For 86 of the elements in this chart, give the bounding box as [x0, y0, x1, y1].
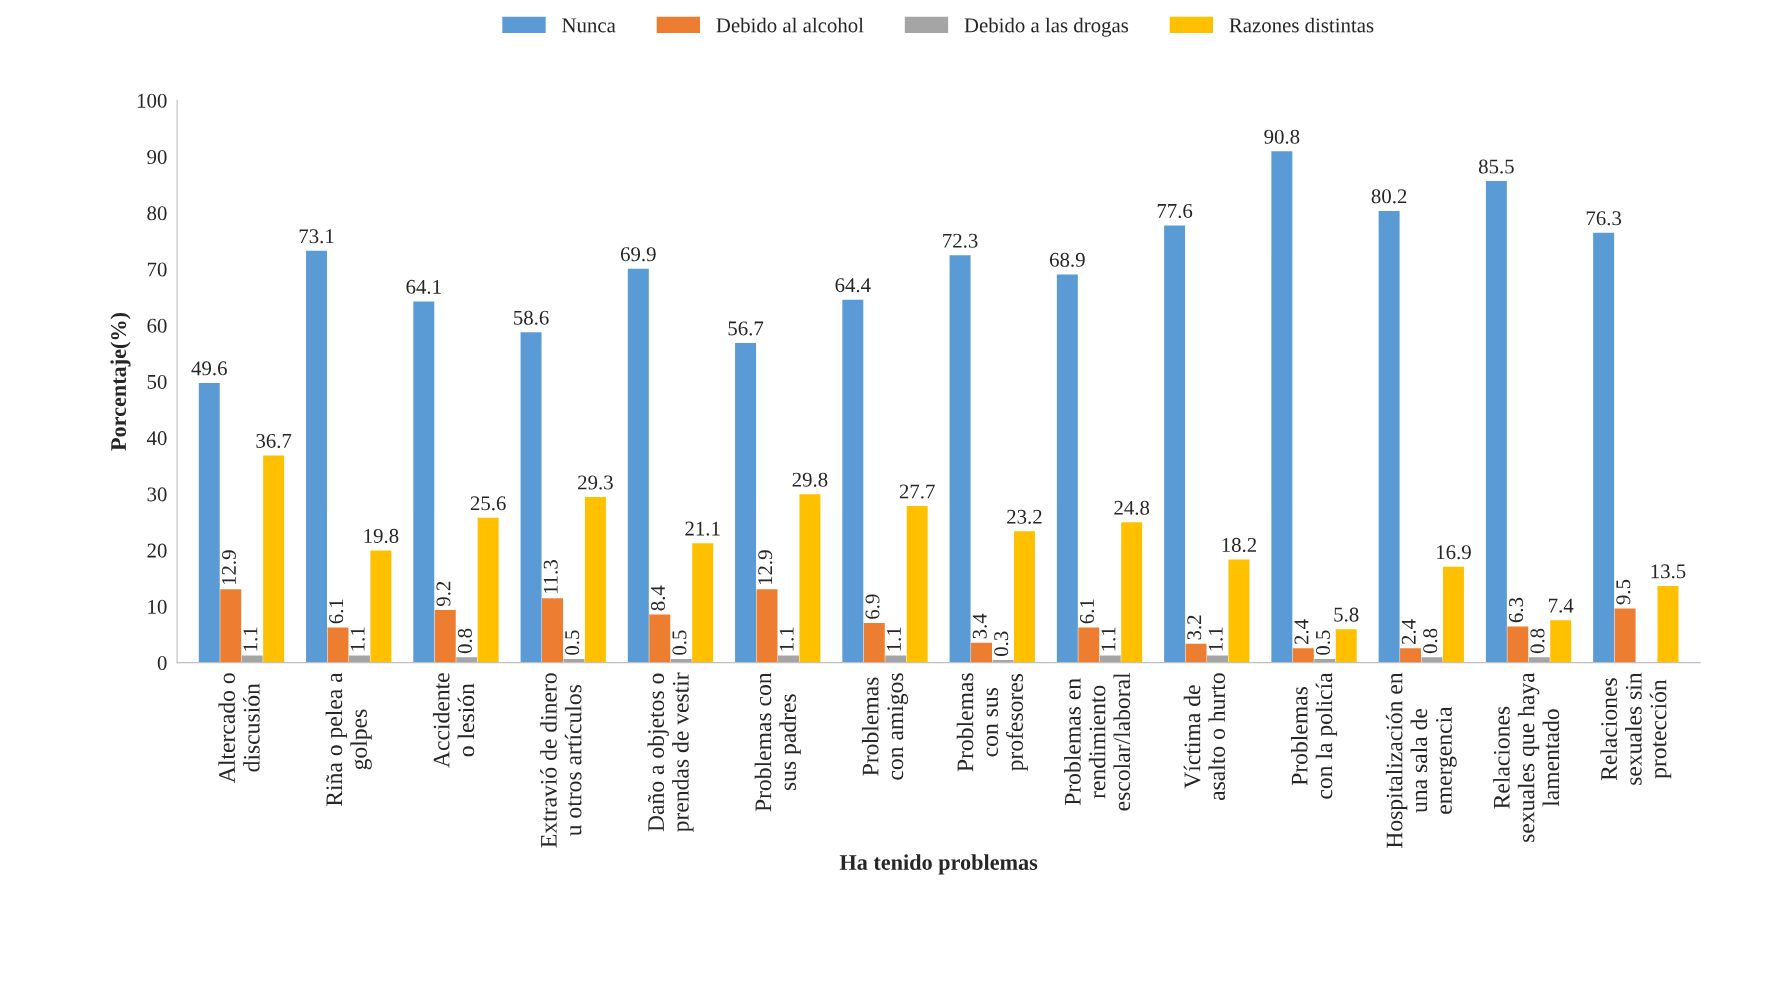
data-label: 3.4 [972, 613, 987, 639]
data-label: 68.9 [1050, 252, 1085, 267]
data-label: 12.9 [758, 550, 773, 585]
data-label: 3.2 [1187, 615, 1202, 640]
data-label: 64.4 [835, 278, 871, 293]
data-label: 24.8 [1114, 500, 1150, 515]
data-label: 23.2 [1007, 509, 1042, 524]
data-label: 56.7 [728, 321, 764, 336]
data-label: 6.9 [865, 594, 880, 619]
y-tick-label: 70 [147, 262, 167, 277]
data-label: 19.8 [364, 528, 399, 544]
data-label: 0.8 [1423, 628, 1438, 654]
y-tick-label: 60 [147, 318, 167, 333]
data-label: 76.3 [1586, 211, 1622, 226]
data-label: 80.2 [1371, 189, 1407, 204]
data-label: 0.5 [1315, 630, 1331, 655]
data-label: 85.5 [1478, 159, 1514, 174]
data-label: 6.1 [329, 599, 344, 624]
x-tick-label: Relaciones sexuales sin protección [1600, 672, 1672, 785]
data-label: 6.1 [1080, 599, 1095, 624]
y-tick-label: 80 [147, 206, 167, 221]
data-label: 58.6 [514, 310, 549, 325]
x-tick-label: Relaciones sexuales que haya lamentado [1493, 672, 1560, 842]
x-tick-label: Problemas con sus profesores [956, 673, 1028, 772]
data-label: 69.9 [620, 247, 656, 262]
x-tick-label: Altercado o discusión [218, 673, 260, 783]
x-tick-label: Hospitalización en una sala de emergencia [1385, 672, 1457, 849]
data-label: 0.8 [457, 628, 472, 654]
y-tick-label: 50 [147, 374, 167, 389]
y-tick-label: 10 [148, 599, 167, 614]
data-label: 1.1 [886, 627, 902, 651]
y-tick-label: 100 [137, 93, 167, 108]
data-label: 49.6 [191, 361, 227, 376]
data-label: 1.1 [779, 627, 794, 651]
data-label: 0.8 [1530, 628, 1545, 654]
data-label: 90.8 [1264, 129, 1300, 144]
data-label: 27.7 [899, 484, 935, 499]
y-axis-title: Porcentaje(%) [110, 312, 131, 451]
data-label: 9.5 [1616, 579, 1631, 605]
data-label: 0.5 [565, 630, 580, 655]
data-label: 8.4 [650, 585, 666, 611]
data-label: 11.3 [543, 560, 558, 594]
data-label: 1.1 [243, 627, 258, 651]
data-label: 25.6 [470, 496, 506, 511]
x-tick-label: Problemas en rendimiento escolar/laboral [1064, 672, 1131, 811]
data-label: 12.9 [221, 550, 237, 585]
data-label: 1.1 [1208, 627, 1223, 651]
data-label: 0.5 [672, 630, 687, 655]
data-label: 2.4 [1401, 619, 1416, 645]
data-label: 64.1 [406, 279, 441, 294]
data-label: 7.4 [1549, 598, 1574, 613]
data-label: 13.5 [1651, 564, 1686, 579]
data-label: 36.7 [256, 433, 292, 448]
data-label: 29.3 [578, 475, 613, 490]
x-axis-title: Ha tenido problemas [839, 854, 1038, 875]
y-tick-label: 40 [146, 431, 167, 446]
data-label: 1.1 [350, 627, 365, 651]
y-tick-label: 20 [147, 543, 167, 558]
data-label: 2.4 [1294, 619, 1309, 645]
data-label: 21.1 [685, 521, 720, 536]
data-label: 5.8 [1334, 607, 1359, 622]
data-label: 9.2 [436, 581, 451, 607]
data-label: 1.1 [1101, 627, 1116, 651]
x-tick-label: Accidente o lesión [432, 673, 475, 768]
x-tick-label: Problemas con sus padres [754, 672, 801, 812]
x-tick-label: Problemas con la policía [1290, 672, 1338, 799]
data-label: 72.3 [943, 233, 978, 248]
data-label: 18.2 [1222, 537, 1257, 553]
legend-label: Debido al alcohol [716, 17, 864, 33]
x-tick-label: Riña o pelea a golpes [325, 672, 372, 807]
x-tick-label: Daño a objetos o prendas de vestir [647, 672, 694, 832]
x-tick-label: Víctima de asalto o hurto [1183, 673, 1226, 801]
legend-label: Nunca [562, 18, 616, 33]
data-label: 73.1 [299, 229, 334, 244]
data-label: 77.6 [1157, 203, 1193, 219]
data-label: 6.3 [1509, 597, 1524, 623]
y-tick-label: 90 [147, 150, 167, 165]
legend-label: Debido a las drogas [964, 17, 1129, 37]
y-tick-label: 0 [157, 656, 167, 671]
data-label: 0.3 [994, 631, 1009, 656]
legend-label: Razones distintas [1229, 17, 1374, 33]
data-label: 29.8 [792, 472, 828, 487]
data-label: 16.9 [1437, 545, 1471, 560]
x-tick-label: Extravió de dinero u otros artículos [540, 673, 582, 848]
x-tick-label: Problemas con amigos [861, 673, 909, 780]
y-tick-label: 30 [147, 487, 167, 502]
